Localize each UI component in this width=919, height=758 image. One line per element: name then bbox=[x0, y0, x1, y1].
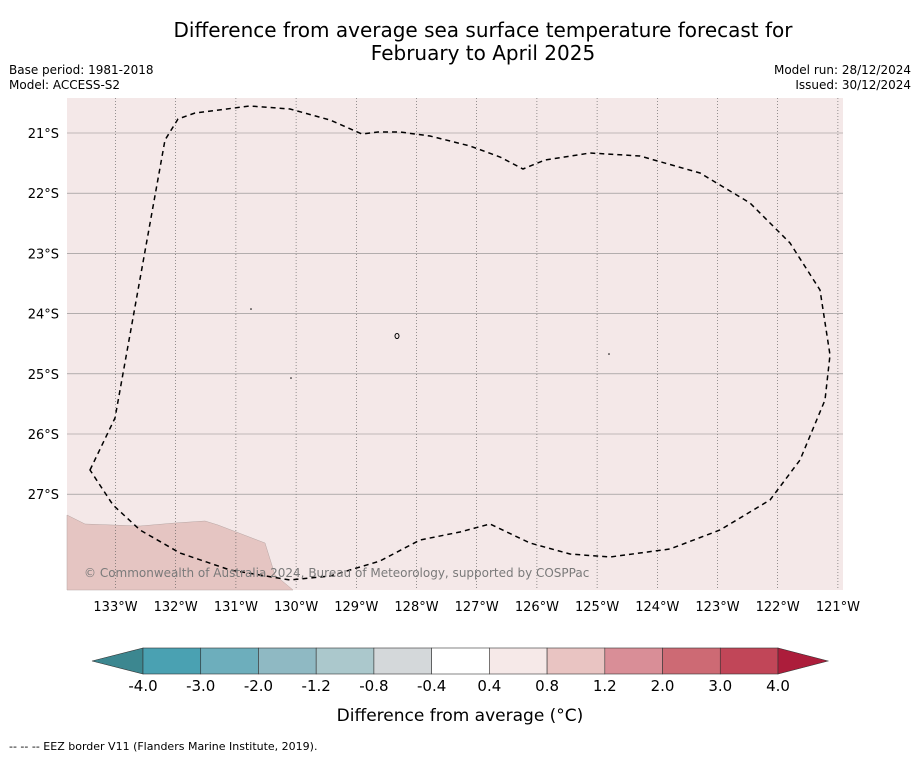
colorbar-tick-label: 0.8 bbox=[535, 677, 559, 695]
colorbar-swatch bbox=[315, 647, 375, 675]
lat-tick-label: 25°S bbox=[28, 368, 59, 383]
colorbar-swatch bbox=[604, 647, 663, 675]
copyright-text: © Commonwealth of Australia 2024, Bureau… bbox=[84, 566, 589, 580]
colorbar-swatch bbox=[489, 647, 548, 675]
lon-tick-label: 132°W bbox=[154, 600, 198, 615]
island bbox=[290, 377, 292, 379]
latitude-gridlines bbox=[67, 132, 843, 495]
colorbar-swatch bbox=[546, 647, 606, 675]
colorbar-tick-label: -0.4 bbox=[417, 677, 446, 695]
lon-tick-label: 124°W bbox=[635, 600, 679, 615]
colorbar-swatch bbox=[431, 647, 490, 675]
lon-tick-label: 128°W bbox=[394, 600, 438, 615]
island bbox=[250, 308, 252, 310]
colorbar-tick-label: -4.0 bbox=[128, 677, 157, 695]
lat-tick-label: 27°S bbox=[28, 488, 59, 503]
meta-right: Model run: 28/12/2024 Issued: 30/12/2024 bbox=[774, 63, 911, 93]
lat-tick-label: 24°S bbox=[28, 308, 59, 323]
chart-title: Difference from average sea surface temp… bbox=[0, 19, 919, 65]
lon-tick-label: 131°W bbox=[214, 600, 258, 615]
lat-tick-label: 21°S bbox=[28, 127, 59, 142]
lon-tick-label: 126°W bbox=[515, 600, 559, 615]
colorbar-swatch bbox=[662, 647, 721, 675]
longitude-gridlines bbox=[115, 98, 839, 590]
colorbar-swatch bbox=[719, 647, 779, 675]
base-period: Base period: 1981-2018 bbox=[9, 63, 154, 77]
lon-tick-label: 121°W bbox=[816, 600, 860, 615]
lat-tick-label: 22°S bbox=[28, 187, 59, 202]
island bbox=[394, 333, 400, 339]
map-edge-gap bbox=[795, 96, 845, 98]
lat-tick-label: 23°S bbox=[28, 247, 59, 262]
meta-left: Base period: 1981-2018 Model: ACCESS-S2 bbox=[9, 63, 154, 93]
colorbar-over-triangle bbox=[777, 647, 830, 675]
lon-tick-label: 127°W bbox=[455, 600, 499, 615]
lat-tick-label: 26°S bbox=[28, 428, 59, 443]
lon-tick-label: 133°W bbox=[93, 600, 137, 615]
lon-tick-label: 130°W bbox=[274, 600, 318, 615]
colorbar-label: Difference from average (°C) bbox=[337, 706, 584, 726]
longitude-tick-labels: 133°W 132°W 131°W 130°W 129°W 128°W 127°W 126°W… bbox=[93, 600, 860, 615]
colorbar-tick-label: 1.2 bbox=[593, 677, 617, 695]
colorbar-swatch bbox=[258, 647, 317, 675]
model-run: Model run: 28/12/2024 bbox=[773, 63, 911, 77]
model-name: Model: ACCESS-S2 bbox=[9, 78, 121, 92]
lon-tick-label: 129°W bbox=[334, 600, 378, 615]
colorbar-tick-label: -1.2 bbox=[302, 677, 331, 695]
issued-date: Issued: 30/12/2024 bbox=[795, 78, 911, 92]
colorbar-tick-label: 3.0 bbox=[708, 677, 732, 695]
colorbar-under-triangle bbox=[91, 647, 144, 675]
lon-tick-label: 122°W bbox=[756, 600, 800, 615]
lon-tick-label: 125°W bbox=[575, 600, 619, 615]
colorbar bbox=[91, 647, 830, 675]
colorbar-swatch bbox=[142, 647, 202, 675]
landmass bbox=[66, 514, 294, 591]
colorbar-tick-label: 2.0 bbox=[651, 677, 675, 695]
colorbar-tick-labels: -4.0 -3.0 -2.0 -1.2 -0.8 -0.4 0.4 0.8 1.2 2.0 3.0 4… bbox=[128, 677, 790, 695]
eez-border bbox=[89, 105, 831, 581]
island bbox=[608, 353, 610, 355]
footnote: -- -- -- EEZ border V11 (Flanders Marine… bbox=[9, 740, 318, 753]
title-line-1: Difference from average sea surface temp… bbox=[173, 18, 793, 42]
title-line-2: February to April 2025 bbox=[370, 41, 596, 65]
colorbar-swatch bbox=[373, 647, 432, 675]
colorbar-tick-label: 0.4 bbox=[477, 677, 501, 695]
latitude-tick-labels: 21°S 22°S 23°S 24°S 25°S 26°S 27°S bbox=[28, 127, 59, 503]
colorbar-tick-label: -2.0 bbox=[244, 677, 273, 695]
colorbar-tick-label: -0.8 bbox=[359, 677, 388, 695]
lon-tick-label: 123°W bbox=[695, 600, 739, 615]
map-ocean bbox=[67, 98, 843, 590]
colorbar-swatch bbox=[200, 647, 259, 675]
colorbar-tick-label: -3.0 bbox=[186, 677, 215, 695]
colorbar-tick-label: 4.0 bbox=[766, 677, 790, 695]
